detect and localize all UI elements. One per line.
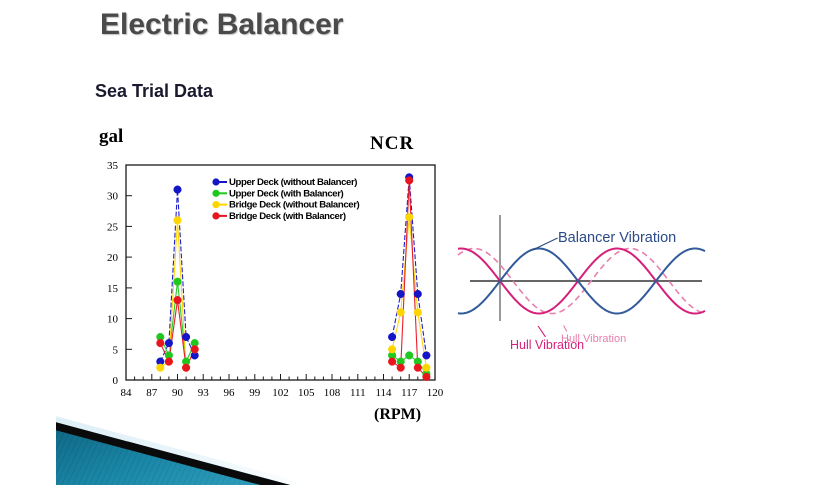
svg-text:120: 120: [427, 387, 444, 399]
svg-text:Bridge Deck (with Balancer): Bridge Deck (with Balancer): [229, 211, 346, 222]
svg-text:114: 114: [375, 387, 392, 399]
svg-text:102: 102: [272, 387, 289, 399]
svg-text:10: 10: [107, 314, 119, 326]
svg-text:111: 111: [350, 387, 366, 399]
svg-text:Upper Deck (without Balancer: Upper Deck (without Balancer): [229, 177, 357, 188]
svg-text:Upper Deck (with Balancer): Upper Deck (with Balancer): [229, 188, 344, 199]
svg-text:93: 93: [198, 387, 210, 399]
svg-text:90: 90: [172, 387, 184, 399]
svg-text:25: 25: [107, 221, 119, 233]
svg-text:108: 108: [324, 387, 341, 399]
svg-text:105: 105: [298, 387, 315, 399]
svg-text:99: 99: [249, 387, 260, 399]
svg-text:30: 30: [107, 191, 119, 203]
svg-text:Bridge Deck (without Balancer: Bridge Deck (without Balancer): [229, 200, 360, 211]
svg-text:35: 35: [107, 160, 119, 172]
svg-text:Hull Vibration: Hull Vibration: [561, 333, 626, 345]
svg-text:Balancer Vibration: Balancer Vibration: [558, 230, 676, 246]
svg-text:0: 0: [113, 375, 119, 387]
svg-text:117: 117: [401, 387, 418, 399]
svg-text:87: 87: [146, 387, 158, 399]
svg-text:20: 20: [107, 252, 119, 264]
svg-text:5: 5: [113, 344, 119, 356]
svg-text:15: 15: [107, 283, 119, 295]
svg-text:84: 84: [121, 387, 133, 399]
svg-text:96: 96: [224, 387, 236, 399]
